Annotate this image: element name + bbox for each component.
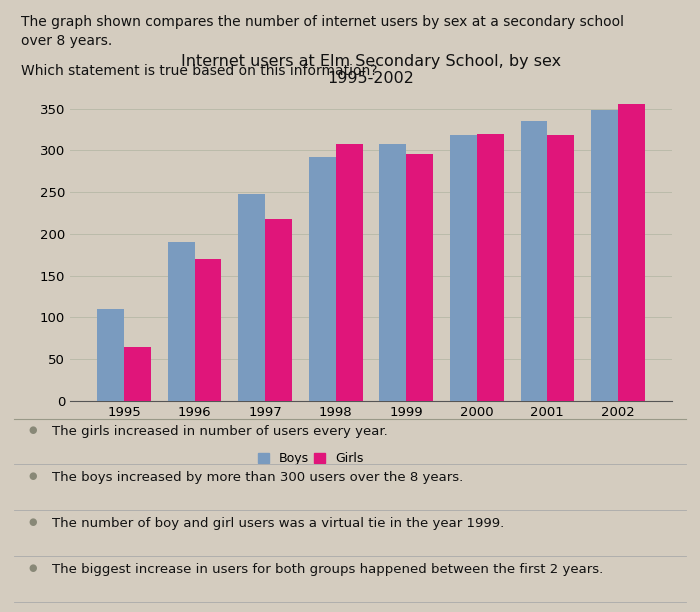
Text: The girls increased in number of users every year.: The girls increased in number of users e… — [52, 425, 388, 438]
Text: ●: ● — [28, 471, 36, 481]
Title: Internet users at Elm Secondary School, by sex
1995-2002: Internet users at Elm Secondary School, … — [181, 54, 561, 86]
Bar — [477, 133, 503, 401]
Text: The boys increased by more than 300 users over the 8 years.: The boys increased by more than 300 user… — [52, 471, 463, 484]
Bar — [336, 144, 363, 401]
Bar — [618, 104, 645, 401]
Text: ●: ● — [28, 425, 36, 435]
Text: ●: ● — [28, 517, 36, 527]
Bar — [379, 144, 406, 401]
Bar — [97, 309, 124, 401]
Bar — [265, 218, 292, 401]
Text: The number of boy and girl users was a virtual tie in the year 1999.: The number of boy and girl users was a v… — [52, 517, 505, 530]
Legend: Boys, Girls: Boys, Girls — [253, 447, 369, 470]
Bar — [521, 121, 547, 401]
Text: The biggest increase in users for both groups happened between the first 2 years: The biggest increase in users for both g… — [52, 563, 603, 576]
Text: Which statement is true based on this information?: Which statement is true based on this in… — [21, 64, 377, 78]
Bar — [124, 346, 151, 401]
Text: The graph shown compares the number of internet users by sex at a secondary scho: The graph shown compares the number of i… — [21, 15, 624, 29]
Bar — [239, 194, 265, 401]
Bar — [195, 259, 221, 401]
Bar — [450, 135, 477, 401]
Bar — [547, 135, 574, 401]
Bar — [309, 157, 336, 401]
Bar — [168, 242, 195, 401]
Text: over 8 years.: over 8 years. — [21, 34, 112, 48]
Bar — [591, 110, 618, 401]
Text: ●: ● — [28, 563, 36, 573]
Bar — [406, 154, 433, 401]
